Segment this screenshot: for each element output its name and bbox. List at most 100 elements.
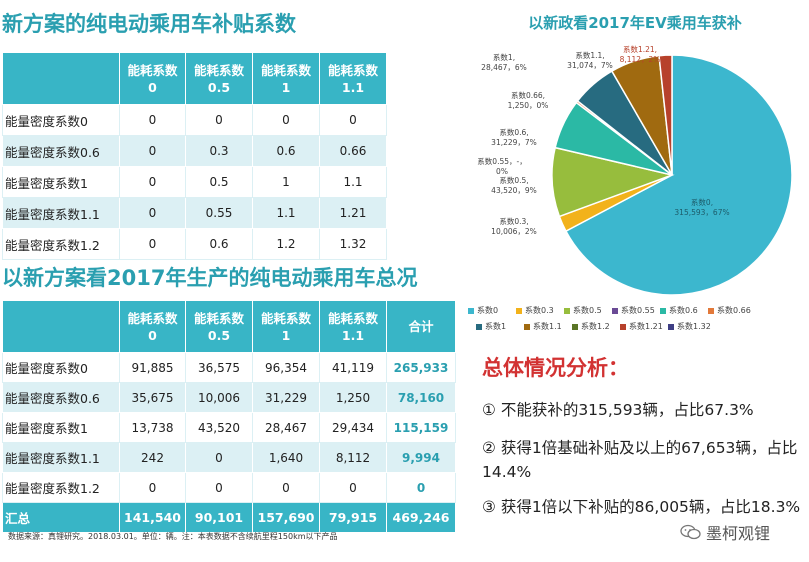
table-cell: 28,467	[252, 412, 320, 443]
row-label: 能量密度系数1	[2, 166, 120, 198]
table-cell: 0	[119, 166, 186, 198]
total-cell: 141,540	[119, 502, 186, 533]
legend-label: 系数1	[485, 322, 507, 331]
table-row: 能量密度系数1.2 0 0 0 0 0	[2, 472, 456, 503]
table-cell: 91,885	[119, 352, 186, 383]
table-cell: 0	[119, 135, 186, 167]
analysis-item-1: ① 不能获补的315,593辆，占比67.3%	[482, 401, 754, 419]
header-cell: 能耗系数 1.1	[319, 52, 387, 105]
row-label: 能量密度系数1	[2, 412, 120, 443]
header-cell: 能耗系数 1	[252, 300, 320, 353]
table-cell: 0	[319, 472, 387, 503]
legend-item: 系数0.66	[708, 305, 751, 316]
row-label: 能量密度系数0	[2, 104, 120, 136]
legend-label: 系数0.66	[717, 306, 751, 315]
table-cell: 0.6	[185, 228, 253, 260]
table-cell: 78,160	[386, 382, 456, 413]
legend-item: 系数0.55	[612, 305, 655, 316]
legend-swatch	[524, 323, 530, 330]
table-cell: 0.6	[252, 135, 320, 167]
table-cell: 1,640	[252, 442, 320, 473]
legend-swatch	[708, 307, 714, 314]
wechat-icon	[680, 524, 701, 540]
table-row: 能量密度系数0.6 0 0.3 0.6 0.66	[2, 135, 387, 167]
pie-data-label: 系数0.5, 43,520，9%	[491, 175, 537, 195]
title-2017-overview: 以新方案看2017年生产的纯电动乘用车总况	[2, 266, 418, 290]
table-cell: 1	[252, 166, 320, 198]
header-blank	[2, 52, 120, 105]
table-cell: 0.66	[319, 135, 387, 167]
table-cell: 0	[252, 472, 320, 503]
header-cell: 能耗系数 0.5	[185, 300, 253, 353]
table-cell: 31,229	[252, 382, 320, 413]
table-cell: 0	[185, 442, 253, 473]
table-cell: 36,575	[185, 352, 253, 383]
legend-label: 系数1.1	[533, 322, 562, 331]
table-row: 能量密度系数1 13,738 43,520 28,467 29,434 115,159	[2, 412, 456, 443]
total-row: 汇总 141,540 90,101 157,690 79,915 469,246	[2, 502, 456, 533]
legend-item: 系数1.21	[620, 321, 663, 332]
table-cell: 0	[386, 472, 456, 503]
legend-item: 系数1.2	[572, 321, 610, 332]
table-cell: 1.1	[319, 166, 387, 198]
table-cell: 13,738	[119, 412, 186, 443]
table-row: 能量密度系数1 0 0.5 1 1.1	[2, 166, 387, 198]
table-cell: 0	[119, 472, 186, 503]
pie-data-label: 系数1.21, 8,112，2%	[620, 44, 661, 64]
table-cell: 1.2	[252, 228, 320, 260]
legend-label: 系数0.5	[573, 306, 602, 315]
analysis-item-3: ③ 获得1倍以下补贴的86,005辆，占比18.3%	[482, 498, 801, 516]
header-blank	[2, 300, 120, 353]
row-label: 能量密度系数1.1	[2, 197, 120, 229]
table-cell: 0	[119, 228, 186, 260]
watermark: 墨柯观锂	[680, 520, 770, 544]
table-cell: 1.1	[252, 197, 320, 229]
legend-label: 系数0.3	[525, 306, 554, 315]
row-label: 能量密度系数0.6	[2, 382, 120, 413]
table-row: 能量密度系数0.6 35,675 10,006 31,229 1,250 78,160	[2, 382, 456, 413]
table-row: 能量密度系数0 91,885 36,575 96,354 41,119 265,933	[2, 352, 456, 383]
legend-label: 系数1.21	[629, 322, 663, 331]
legend-item: 系数1.32	[668, 321, 711, 332]
legend-label: 系数0	[477, 306, 499, 315]
table-cell: 0	[252, 104, 320, 136]
pie-title: 以新政看2017年EV乘用车获补	[528, 14, 742, 32]
legend-label: 系数1.2	[581, 322, 610, 331]
title-subsidy-coefficients: 新方案的纯电动乘用车补贴系数	[2, 12, 296, 36]
table-cell: 1.21	[319, 197, 387, 229]
table-row: 能量密度系数1.1 0 0.55 1.1 1.21	[2, 197, 387, 229]
legend-item: 系数0.5	[564, 305, 602, 316]
table-row: 能量密度系数0 0 0 0 0	[2, 104, 387, 136]
pie-data-label: 系数1.1, 31,074，7%	[567, 50, 613, 70]
data-source-note: 数据来源：真锂研究。2018.03.01。单位：辆。注：本表数据不含续航里程15…	[8, 532, 338, 541]
table-cell: 115,159	[386, 412, 456, 443]
table-cell: 43,520	[185, 412, 253, 443]
total-cell: 79,915	[319, 502, 387, 533]
total-cell: 469,246	[386, 502, 456, 533]
row-label: 能量密度系数1.2	[2, 228, 120, 260]
table-cell: 35,675	[119, 382, 186, 413]
legend-swatch	[660, 307, 666, 314]
legend-label: 系数0.55	[621, 306, 655, 315]
production-table: 能耗系数 0 能耗系数 0.5 能耗系数 1 能耗系数 1.1 合计 能量密度系数0 91…	[2, 300, 456, 533]
legend-item: 系数0.3	[516, 305, 554, 316]
table-row: 能量密度系数1.2 0 0.6 1.2 1.32	[2, 228, 387, 260]
analysis-title: 总体情况分析：	[482, 356, 629, 380]
table-cell: 8,112	[319, 442, 387, 473]
pie-slice	[564, 54, 793, 296]
table-cell: 41,119	[319, 352, 387, 383]
table-cell: 242	[119, 442, 186, 473]
table-cell: 96,354	[252, 352, 320, 383]
header-cell: 能耗系数 0	[119, 52, 186, 105]
legend-label: 系数1.32	[677, 322, 711, 331]
header-cell: 能耗系数 0.5	[185, 52, 253, 105]
pie-data-label: 系数1, 28,467，6%	[481, 52, 527, 72]
table-cell: 1.32	[319, 228, 387, 260]
analysis-item-2: ② 获得1倍基础补贴及以上的67,653辆，占比14.4%	[482, 439, 798, 481]
table-cell: 265,933	[386, 352, 456, 383]
legend-item: 系数0	[468, 305, 498, 316]
pie-slice	[658, 54, 673, 176]
total-cell: 90,101	[185, 502, 253, 533]
pie-data-label: 系数0.6, 31,229，7%	[491, 127, 537, 147]
legend-swatch	[572, 323, 578, 330]
